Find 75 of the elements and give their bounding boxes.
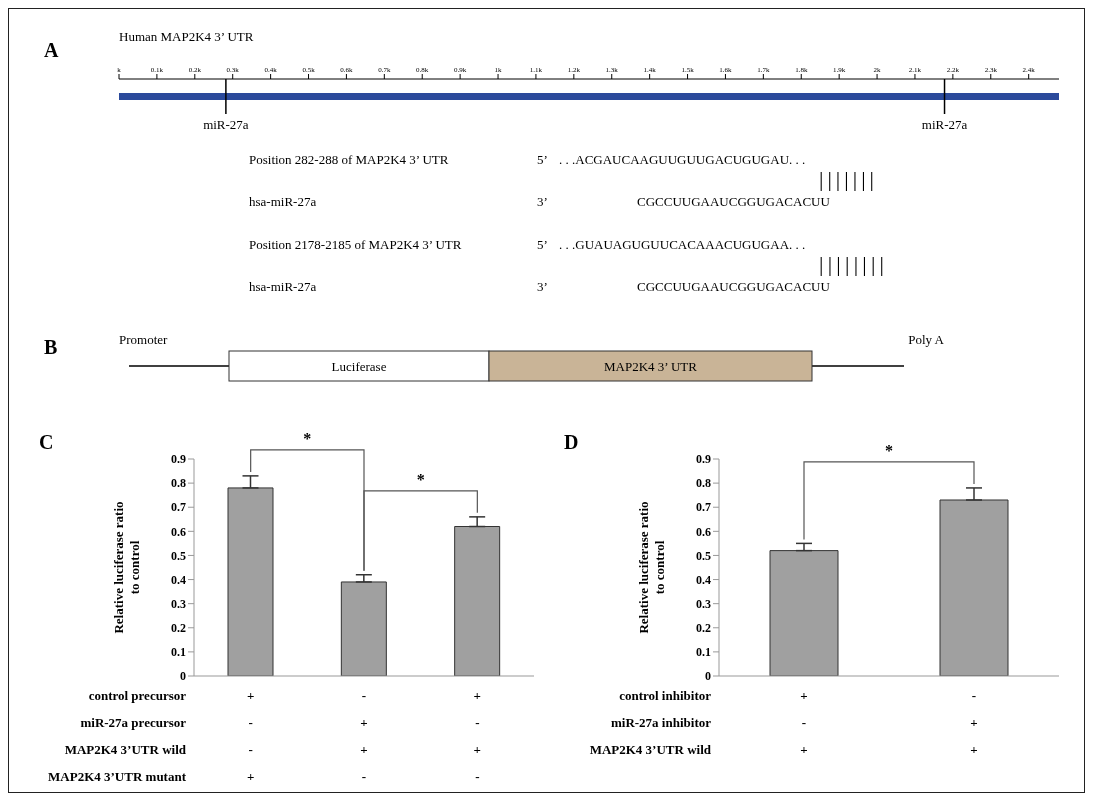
y-tick-label: 0.2: [696, 621, 711, 636]
text: MAP2K4 3’UTR wild: [589, 742, 711, 758]
text: Human MAP2K4 3’ UTR: [119, 29, 254, 44]
text: CGCCUUGAAUCGGUGACACUU: [637, 194, 831, 209]
text: -: [474, 715, 481, 731]
text: +: [245, 688, 256, 704]
text: *: [885, 441, 893, 459]
text: +: [799, 742, 809, 758]
y-tick-label: 0.8: [171, 476, 186, 491]
text: +: [969, 715, 979, 731]
y-tick-label: 0.5: [171, 548, 186, 563]
text: B: [44, 336, 58, 358]
y-tick-label: 0.2: [171, 621, 186, 636]
text: ||||||||: [819, 251, 889, 276]
text: |||||||: [819, 166, 879, 191]
text: miR-27a inhibitor: [610, 715, 711, 731]
text: 5’: [537, 152, 548, 167]
y-tick-label: 0.5: [696, 548, 711, 563]
chart-title: A: [44, 39, 59, 61]
ref-line-label: miR-27a: [921, 117, 968, 133]
text: MAP2K4 3’UTR mutant: [48, 769, 186, 785]
text: *: [303, 429, 312, 447]
y-tick-label: 0.8: [696, 476, 711, 491]
text: miR-27a precursor: [80, 715, 186, 731]
text: control inhibitor: [619, 688, 711, 704]
y-tick-label: 0.3: [171, 596, 186, 611]
y-tick-label: 0.9: [171, 452, 186, 467]
construct-segment: MAP2K4 3’ UTR: [488, 350, 813, 382]
ref-line-label: miR-27a: [203, 117, 249, 133]
text: +: [359, 715, 369, 731]
text: 5’: [537, 237, 548, 252]
text: control precursor: [88, 688, 186, 704]
chart-title: D: [564, 431, 579, 454]
y-tick-label: 0.1: [696, 645, 711, 660]
text: -: [474, 769, 481, 785]
y-tick-label: 0.4: [171, 572, 186, 587]
y-tick-label: 0.6: [171, 524, 186, 539]
y-tick-label: 0: [705, 669, 711, 684]
text: MAP2K4 3’UTR wild: [64, 742, 186, 758]
text: 3’: [537, 194, 548, 209]
text: +: [359, 742, 369, 758]
y-tick-label: 0.7: [171, 500, 186, 515]
y-tick-label: 0.6: [696, 524, 711, 539]
text: 3’: [537, 279, 548, 294]
text: +: [245, 769, 256, 785]
y-tick-label: 0.1: [171, 645, 186, 660]
text: -: [970, 688, 978, 704]
text: . . .ACGAUCAAGUUGUUGACUGUGAU. . .: [559, 152, 806, 167]
annotation: *: [416, 470, 425, 488]
text: -: [360, 769, 368, 785]
text: Poly A: [908, 332, 945, 347]
text: Position 282-288 of MAP2K4 3’ UTR: [249, 152, 449, 167]
text: +: [472, 742, 483, 758]
text: Promoter: [119, 332, 169, 347]
y-tick-label: 0: [180, 669, 186, 684]
text: +: [799, 688, 809, 704]
text: -: [247, 742, 254, 758]
text: hsa-miR-27a: [249, 194, 317, 209]
y-tick-label: 0.7: [696, 500, 711, 515]
text: -: [360, 688, 368, 704]
text: -: [800, 715, 808, 731]
chart-title: C: [39, 431, 54, 454]
text: hsa-miR-27a: [249, 279, 317, 294]
construct-segment: Luciferase: [228, 350, 490, 382]
text: -: [247, 715, 254, 731]
y-tick-label: 0.3: [696, 596, 711, 611]
text: +: [472, 688, 483, 704]
text: +: [969, 742, 979, 758]
y-tick-label: 0.9: [696, 452, 711, 467]
y-axis-title: Relative luciferase ratio to control: [636, 501, 667, 634]
text: . . .GUAUAGUGUUCACAAACUGUGAA. . .: [559, 237, 806, 252]
text: CGCCUUGAAUCGGUGACACUU: [637, 279, 831, 294]
text: Position 2178-2185 of MAP2K4 3’ UTR: [249, 237, 462, 252]
y-tick-label: 0.4: [696, 572, 711, 587]
y-axis-title: Relative luciferase ratio to control: [111, 501, 142, 634]
